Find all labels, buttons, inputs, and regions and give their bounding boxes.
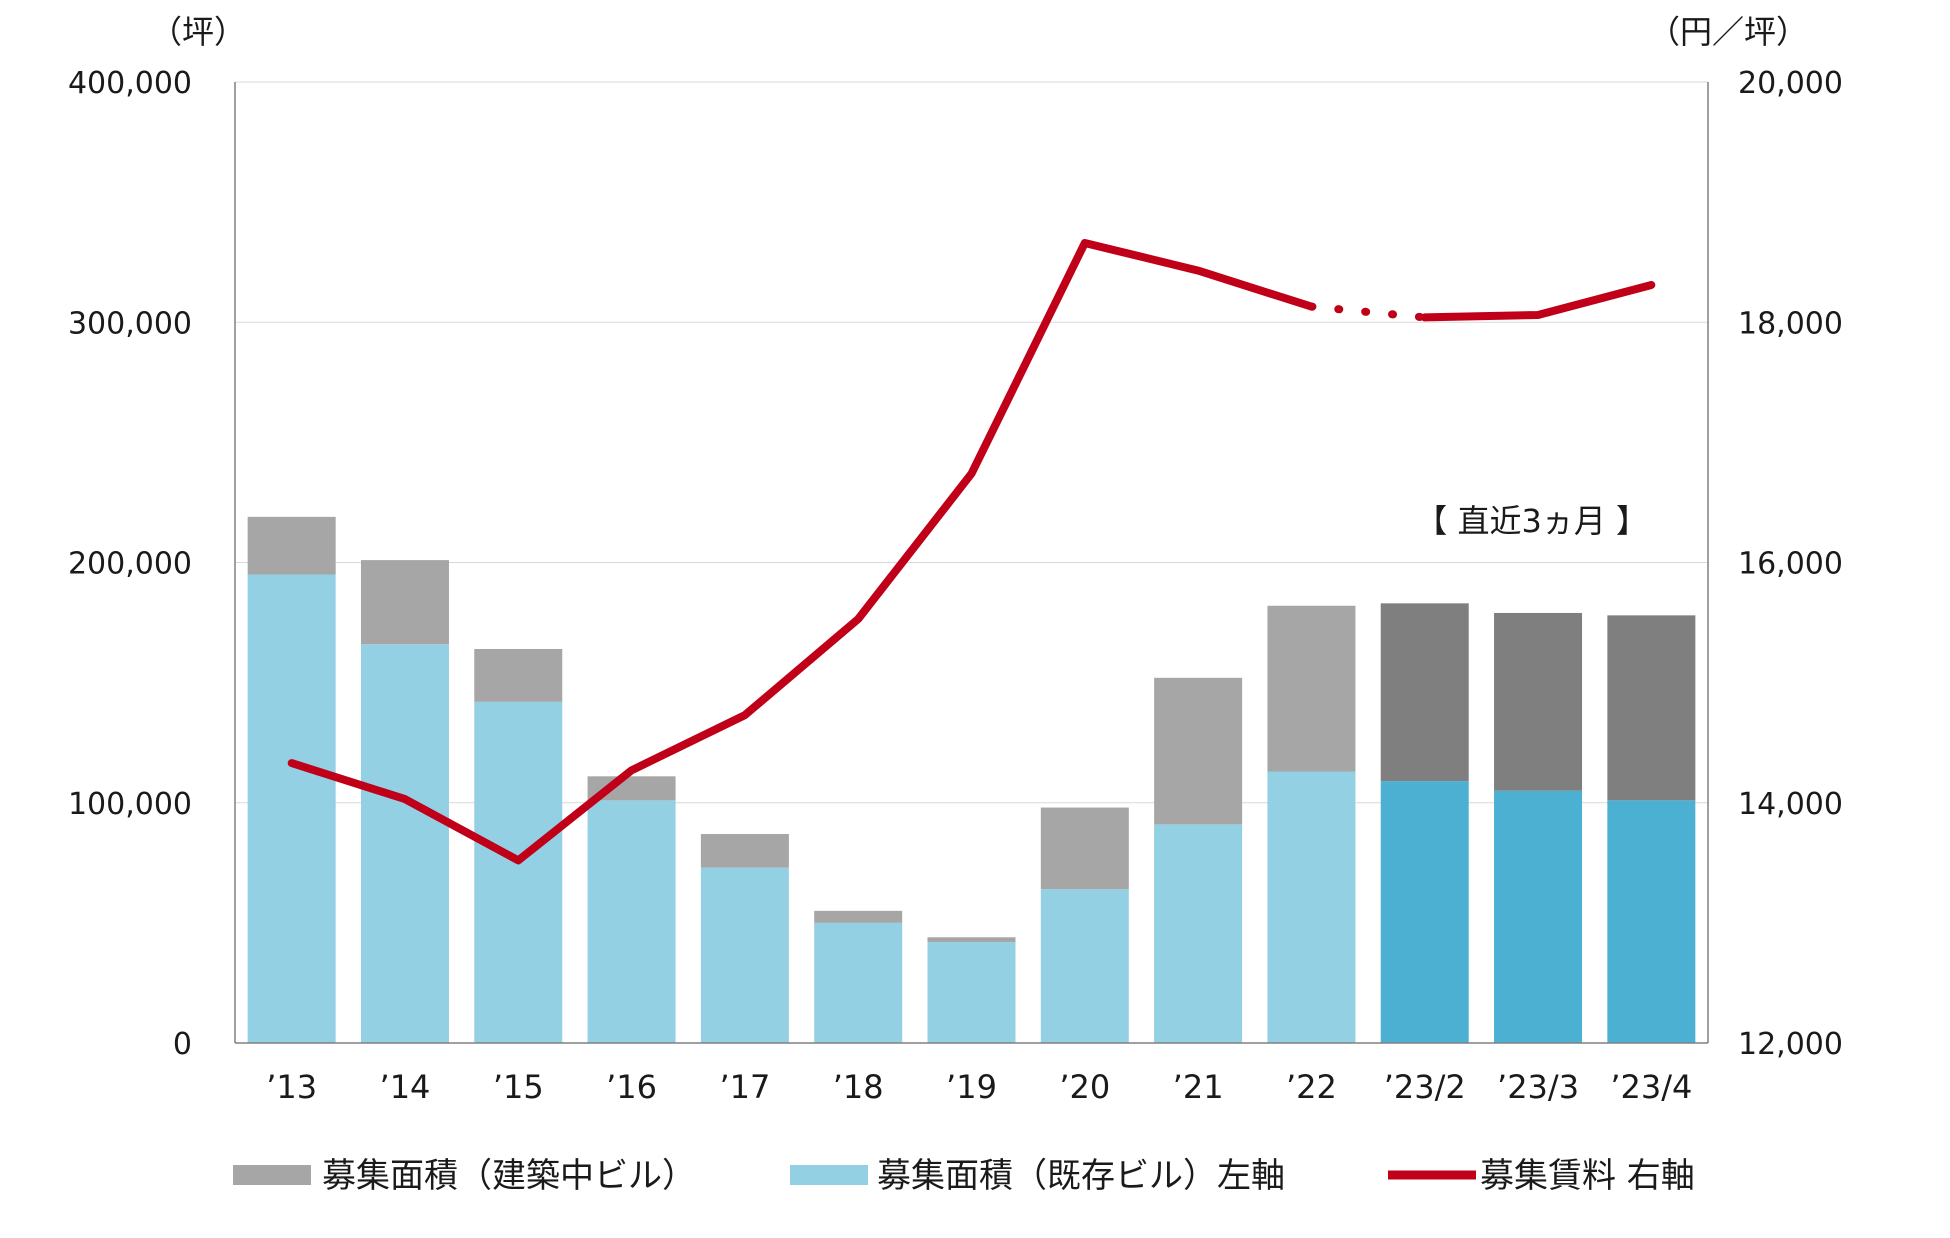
x-tick-label: ’13: [266, 1068, 317, 1106]
bar-existing: [814, 922, 903, 1043]
bar-existing: [1607, 800, 1696, 1043]
bar-existing: [1267, 771, 1356, 1043]
bar-existing: [1040, 889, 1129, 1043]
bar-existing: [1494, 790, 1583, 1043]
right-tick-label: 14,000: [1738, 787, 1843, 822]
x-tick-label: ’20: [1059, 1068, 1110, 1106]
bar-construction: [1494, 612, 1583, 791]
legend-label-rent: 募集賃料 右軸: [1480, 1156, 1695, 1196]
x-tick-label: ’18: [833, 1068, 884, 1106]
left-tick-label: 100,000: [68, 787, 192, 822]
bar-construction: [1040, 807, 1129, 890]
x-tick-label: ’21: [1173, 1068, 1224, 1106]
left-tick-label: 0: [173, 1027, 192, 1062]
bar-existing: [247, 574, 336, 1043]
legend-swatch-construction: [233, 1165, 311, 1185]
bar-construction: [927, 937, 1016, 943]
gridlines: [235, 81, 1708, 804]
bar-existing: [927, 942, 1016, 1043]
legend-label-existing: 募集面積（既存ビル）左軸: [877, 1156, 1285, 1196]
rent-line-annual: [287, 239, 1316, 865]
bar-construction: [360, 560, 449, 645]
right-tick-label: 12,000: [1738, 1027, 1843, 1062]
bar-existing: [1154, 824, 1243, 1043]
bar-existing: [360, 644, 449, 1043]
legend-swatch-existing: [790, 1165, 868, 1185]
x-tick-label: ’22: [1286, 1068, 1337, 1106]
bar-construction: [474, 648, 563, 702]
left-axis-unit: （坪）: [150, 13, 246, 51]
bar-construction: [1154, 677, 1243, 825]
bar-construction: [814, 910, 903, 923]
x-tick-label: ’16: [606, 1068, 657, 1106]
right-tick-label: 20,000: [1738, 66, 1843, 101]
x-tick-label: ’23/2: [1384, 1068, 1466, 1106]
bar-construction: [1267, 605, 1356, 772]
bar-construction: [1607, 615, 1696, 801]
axes: 0 100,000 200,000 300,000 400,000 12,000 14,00…: [68, 66, 1843, 1106]
left-tick-label: 400,000: [68, 66, 192, 101]
rent-line-gap-dotted: [1307, 302, 1429, 322]
bar-existing: [700, 867, 789, 1043]
bar-construction: [1380, 603, 1469, 782]
left-tick-label: 200,000: [68, 547, 192, 582]
x-tick-label: ’19: [946, 1068, 997, 1106]
legend-label-construction: 募集面積（建築中ビル）: [322, 1156, 696, 1196]
x-tick-label: ’23/4: [1610, 1068, 1692, 1106]
bar-construction: [700, 833, 789, 868]
recent-3-months-annotation: 【 直近3ヵ月 】: [1415, 502, 1648, 540]
legend: 募集面積（建築中ビル） 募集面積（既存ビル）左軸 募集賃料 右軸: [233, 1156, 1695, 1196]
right-tick-label: 18,000: [1738, 306, 1843, 341]
x-tick-label: ’23/3: [1497, 1068, 1579, 1106]
bar-existing: [587, 800, 676, 1043]
left-tick-label: 300,000: [68, 306, 192, 341]
bar-existing: [1380, 781, 1469, 1043]
rent-line-recent: [1420, 281, 1656, 322]
bar-existing: [474, 701, 563, 1043]
x-tick-label: ’14: [380, 1068, 431, 1106]
right-tick-label: 16,000: [1738, 547, 1843, 582]
x-tick-label: ’15: [493, 1068, 544, 1106]
rent-line: [287, 239, 1656, 865]
bar-construction: [247, 516, 336, 575]
bars: [247, 516, 1696, 1043]
right-axis-unit: （円／坪）: [1648, 13, 1808, 51]
x-tick-label: ’17: [719, 1068, 770, 1106]
